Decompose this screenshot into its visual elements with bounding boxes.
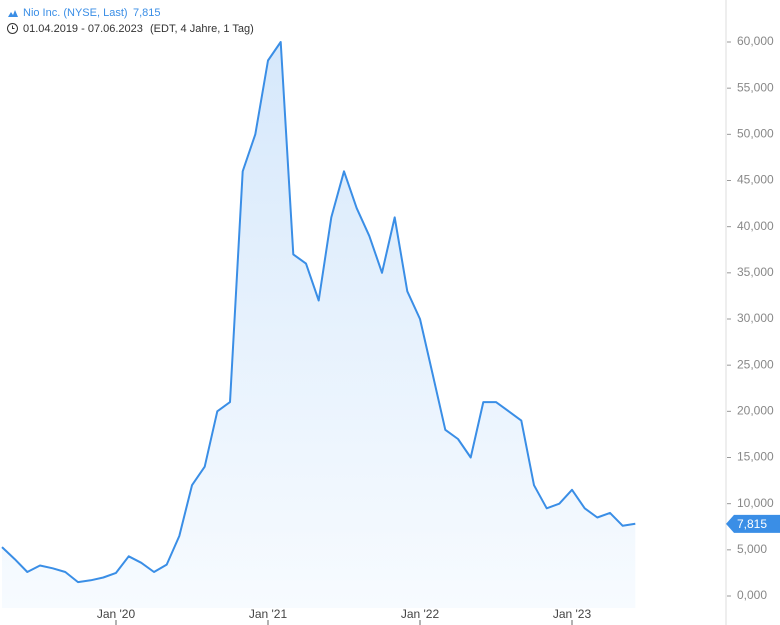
y-tick-label: 0,000 xyxy=(737,588,767,602)
y-tick-label: 35,000 xyxy=(737,265,774,279)
last-price: 7,815 xyxy=(133,7,161,19)
y-tick-label: 45,000 xyxy=(737,173,774,187)
y-tick-label: 60,000 xyxy=(737,34,774,48)
y-tick-label: 25,000 xyxy=(737,357,774,371)
y-tick-label: 5,000 xyxy=(737,542,767,556)
clock-icon xyxy=(7,23,18,34)
clock-hand xyxy=(12,25,15,29)
price-line xyxy=(1,41,636,584)
area xyxy=(2,42,636,608)
last-price-tag xyxy=(726,514,780,533)
last-price-label: 7,815 xyxy=(737,517,767,531)
x-tick-label: Jan '22 xyxy=(401,607,440,621)
chart-icon xyxy=(8,10,18,17)
x-tick-label: Jan '23 xyxy=(553,607,592,621)
x-tick-label: Jan '21 xyxy=(249,607,288,621)
y-tick-label: 55,000 xyxy=(737,80,774,94)
y-tick-label: 10,000 xyxy=(737,496,774,510)
y-tick-label: 40,000 xyxy=(737,219,774,233)
x-tick-label: Jan '20 xyxy=(97,607,136,621)
date-note: (EDT, 4 Jahre, 1 Tag) xyxy=(150,23,254,35)
y-tick-label: 15,000 xyxy=(737,450,774,464)
y-tick-label: 50,000 xyxy=(737,127,774,141)
chart-title: Nio Inc. (NYSE, Last) xyxy=(23,7,128,19)
y-tick-label: 30,000 xyxy=(737,311,774,325)
date-range: 01.04.2019 - 07.06.2023 xyxy=(23,23,143,35)
y-tick-label: 20,000 xyxy=(737,404,774,418)
